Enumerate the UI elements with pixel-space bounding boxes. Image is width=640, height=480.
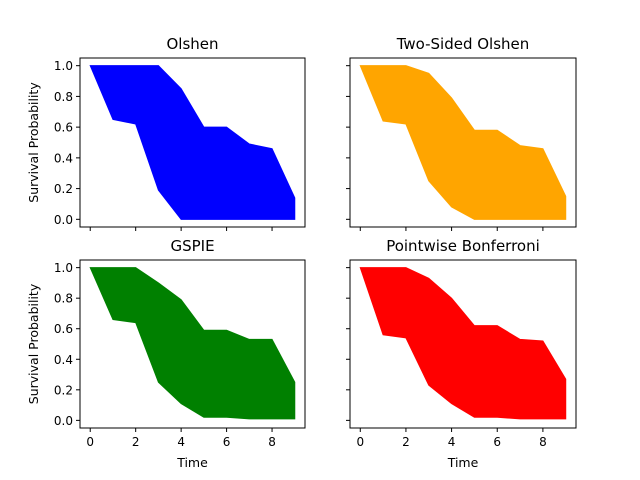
confidence-band	[359, 267, 567, 420]
y-tick-label: 0.0	[54, 213, 73, 227]
y-tick-label: 0.0	[54, 414, 73, 428]
y-tick-label: 0.6	[54, 121, 73, 135]
subplot-4: 0 2 4 6 8 Pointwise Bonferroni Time	[346, 237, 577, 470]
y-tick-label: 0.2	[54, 182, 73, 196]
x-tick-label: 6	[223, 435, 231, 449]
confidence-band	[89, 267, 296, 420]
x-tick-label: 4	[177, 435, 185, 449]
x-tick-label: 8	[268, 435, 276, 449]
subplot-title: Olshen	[166, 35, 218, 53]
confidence-band	[359, 65, 567, 220]
y-tick-label: 0.6	[54, 322, 73, 336]
x-tick-label: 4	[448, 435, 456, 449]
confidence-band	[89, 65, 296, 220]
x-tick-label: 2	[402, 435, 410, 449]
subplot-2: Two-Sided Olshen	[346, 35, 577, 231]
y-tick-label: 0.4	[54, 151, 73, 165]
axes-frame	[79, 57, 306, 228]
x-tick-label: 2	[132, 435, 140, 449]
y-tick-label: 0.8	[54, 292, 73, 306]
y-tick-label: 0.2	[54, 383, 73, 397]
subplot-3: 0 2 4 6 8 0.0 0.2 0.4 0.6 0.8 1.0 GSPIE Time Survival…	[26, 237, 306, 470]
subplot-title: Two-Sided Olshen	[396, 35, 530, 53]
subplot-1: 0.0 0.2 0.4 0.6 0.8 1.0 Olshen Survival Probabi…	[26, 35, 306, 231]
y-axis-label: Survival Probability	[26, 82, 41, 203]
x-axis-label: Time	[447, 455, 479, 470]
subplot-title: Pointwise Bonferroni	[386, 237, 540, 255]
x-axis-label: Time	[176, 455, 208, 470]
y-axis-label: Survival Probability	[26, 283, 41, 404]
y-tick-label: 1.0	[54, 59, 73, 73]
y-tick-label: 0.8	[54, 90, 73, 104]
x-tick-label: 8	[539, 435, 547, 449]
axes-frame	[349, 259, 577, 429]
x-tick-label: 0	[356, 435, 364, 449]
y-tick-label: 1.0	[54, 261, 73, 275]
axes-frame	[349, 57, 577, 228]
y-tick-label: 0.4	[54, 353, 73, 367]
axes-frame	[79, 259, 306, 429]
x-tick-label: 0	[86, 435, 94, 449]
x-tick-label: 6	[493, 435, 501, 449]
subplot-title: GSPIE	[170, 237, 214, 255]
